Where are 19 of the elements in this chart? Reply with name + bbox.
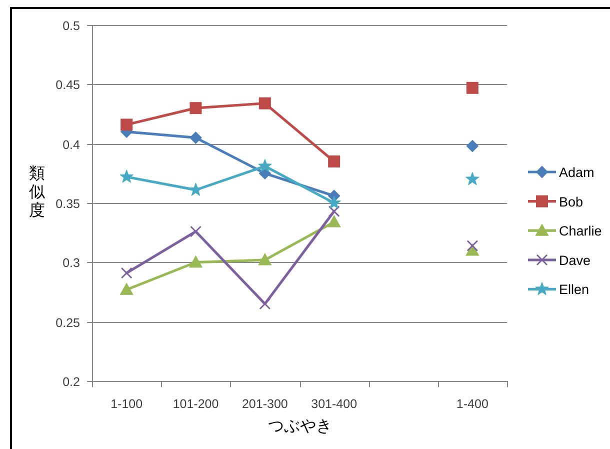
legend-label: Ellen (559, 282, 590, 298)
legend-label: Adam (559, 165, 594, 180)
legend-label: Bob (559, 194, 584, 210)
ytick-label: 0.4 (62, 138, 80, 152)
xtick-label: 201-300 (242, 397, 288, 411)
ytick-label: 0.25 (56, 316, 80, 330)
ytick-label: 0.35 (56, 197, 80, 211)
xtick-label: 1-400 (456, 397, 488, 411)
ytick-label: 0.3 (62, 256, 80, 270)
xtick-label: 101-200 (172, 397, 219, 411)
ytick-label: 0.2 (62, 375, 80, 389)
xtick-label: 1-100 (110, 397, 143, 411)
ytick-label: 0.5 (62, 19, 80, 33)
ylabel: 類似度 (29, 166, 45, 220)
legend-label: Charlie (559, 224, 602, 239)
xtick-label: 301-400 (311, 397, 358, 411)
xlabel: つぶやき (268, 418, 332, 435)
legend-label: Dave (559, 252, 591, 268)
ytick-label: 0.45 (56, 78, 80, 92)
